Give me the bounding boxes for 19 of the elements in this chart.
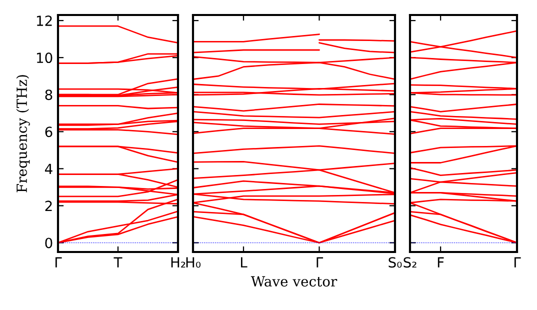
y-tick-label: 8 [45,90,52,100]
y-tick-label: 6 [45,126,52,138]
x-axis-title: Wave vector [250,276,338,287]
x-tick-label: H₂ [171,257,186,268]
y-tick-label: 4 [44,164,52,174]
y-axis-title: Frequency (THz) [16,75,30,192]
y-tick-label: 12 [36,16,52,26]
x-tick-label: L [240,257,248,268]
x-tick-label: H₀ [186,257,201,268]
x-tick-label: Γ [514,257,521,268]
x-tick-label: F [438,257,444,268]
x-tick-label: Γ [316,257,324,268]
y-tick-label: 10 [36,52,52,64]
x-tick-label: T [114,257,122,268]
y-tick-label: 0 [45,238,52,248]
y-tick-label: 2 [45,200,52,211]
x-tick-label: Γ [55,257,62,268]
x-tick-label: S₂ [404,257,416,268]
x-tick-label: S₀ [388,257,402,268]
